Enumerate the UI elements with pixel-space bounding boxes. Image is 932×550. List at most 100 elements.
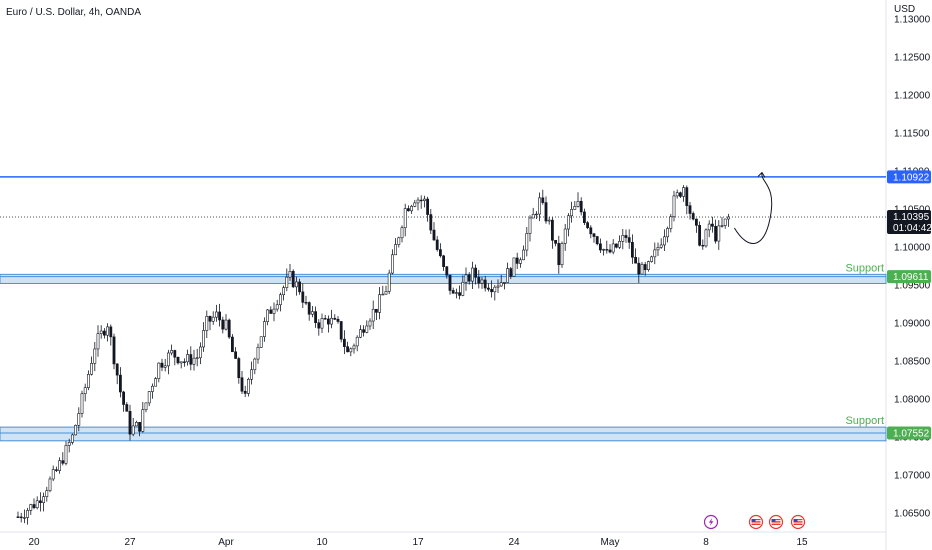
candle-body	[167, 352, 170, 367]
candle-body	[83, 387, 87, 395]
candle-body	[710, 223, 714, 227]
candle-body	[202, 330, 206, 348]
time-tick-label: 27	[124, 537, 136, 548]
candle-body	[61, 460, 65, 464]
candle-body	[512, 257, 516, 277]
candle-body	[109, 326, 113, 338]
candle-body	[442, 255, 446, 267]
us-flag-icon[interactable]	[768, 514, 784, 530]
candle-body	[358, 329, 362, 338]
candle-body	[458, 292, 462, 296]
candle-body	[333, 317, 337, 320]
support-zone-upper[interactable]	[0, 273, 887, 284]
lightning-event-icon[interactable]	[703, 514, 719, 530]
candle-body	[32, 504, 36, 509]
candle-body	[215, 311, 218, 318]
candle-body	[266, 309, 270, 322]
candle-body	[608, 249, 612, 253]
candle-body	[467, 274, 471, 282]
time-tick-label: 24	[508, 537, 520, 548]
candle-body	[531, 214, 535, 219]
price-tick-label: 1.10000	[894, 243, 931, 254]
candle-body	[483, 279, 487, 289]
candle-body	[195, 357, 199, 359]
candle-body	[410, 205, 414, 212]
candle-body	[125, 404, 129, 412]
candle-body	[397, 237, 401, 245]
candle-body	[282, 287, 286, 296]
candle-body	[54, 469, 58, 471]
time-tick-label: Apr	[218, 537, 234, 548]
candle-body	[653, 249, 657, 258]
candle-body	[26, 510, 30, 518]
price-tick-label: 1.08500	[894, 357, 931, 368]
candle-body	[717, 225, 721, 242]
candle-body	[51, 469, 55, 480]
candle-body	[634, 256, 638, 264]
candle-body	[387, 272, 391, 292]
candle-body	[278, 294, 282, 306]
candle-body	[723, 218, 727, 226]
candle-body	[666, 228, 670, 238]
candle-body	[573, 206, 577, 210]
candle-body	[48, 478, 52, 491]
candle-body	[154, 378, 158, 387]
candle-body	[470, 267, 474, 282]
candle-body	[173, 350, 177, 358]
candle-body	[592, 233, 596, 237]
us-flag-icon[interactable]	[748, 514, 764, 530]
candle-body	[35, 500, 39, 509]
candle-body	[243, 390, 247, 394]
candle-body	[474, 267, 478, 278]
candle-body	[275, 304, 279, 310]
candle-body	[579, 200, 583, 213]
candle-body	[656, 247, 660, 251]
currency-label: USD	[894, 4, 915, 15]
candle-body	[698, 225, 702, 246]
candle-body	[454, 292, 458, 294]
candle-body	[250, 369, 254, 380]
price-tick-label: 1.07000	[894, 471, 931, 482]
candle-body	[247, 378, 250, 394]
candle-body	[199, 346, 202, 359]
candle-body	[138, 422, 142, 432]
candle-body	[330, 317, 334, 325]
candle-body	[368, 320, 372, 327]
candle-body	[122, 391, 126, 405]
candle-body	[323, 318, 327, 320]
projection-arrow[interactable]	[733, 172, 773, 245]
us-flag-icon[interactable]	[790, 514, 806, 530]
candle-body	[643, 264, 647, 270]
candle-body	[192, 357, 196, 365]
candle-body	[547, 219, 551, 222]
candle-body	[595, 236, 599, 245]
support-zone-lower[interactable]	[0, 426, 887, 442]
candle-body	[218, 311, 222, 321]
candle-body	[90, 363, 94, 375]
candle-body	[103, 330, 106, 336]
candle-body	[541, 197, 545, 203]
candle-body	[707, 223, 711, 231]
candle-body	[262, 321, 266, 338]
candle-body	[131, 425, 135, 435]
candle-body	[144, 402, 148, 410]
candle-body	[720, 225, 724, 227]
candle-body	[528, 217, 532, 234]
candle-body	[451, 290, 455, 294]
candle-body	[99, 330, 103, 334]
candle-body	[557, 243, 561, 266]
candle-body	[77, 413, 81, 426]
candlestick-series	[16, 185, 730, 525]
projection-arrowhead	[757, 171, 766, 178]
candle-body	[621, 235, 625, 242]
candle-body	[614, 243, 618, 248]
candle-body	[259, 336, 263, 348]
candle-body	[183, 361, 186, 363]
price-tick-label: 1.11500	[894, 129, 930, 140]
candle-body	[518, 259, 522, 264]
candle-body	[135, 422, 138, 427]
svg-text:1.07552: 1.07552	[893, 429, 930, 440]
candle-body	[566, 215, 570, 230]
candle-body	[231, 336, 234, 353]
